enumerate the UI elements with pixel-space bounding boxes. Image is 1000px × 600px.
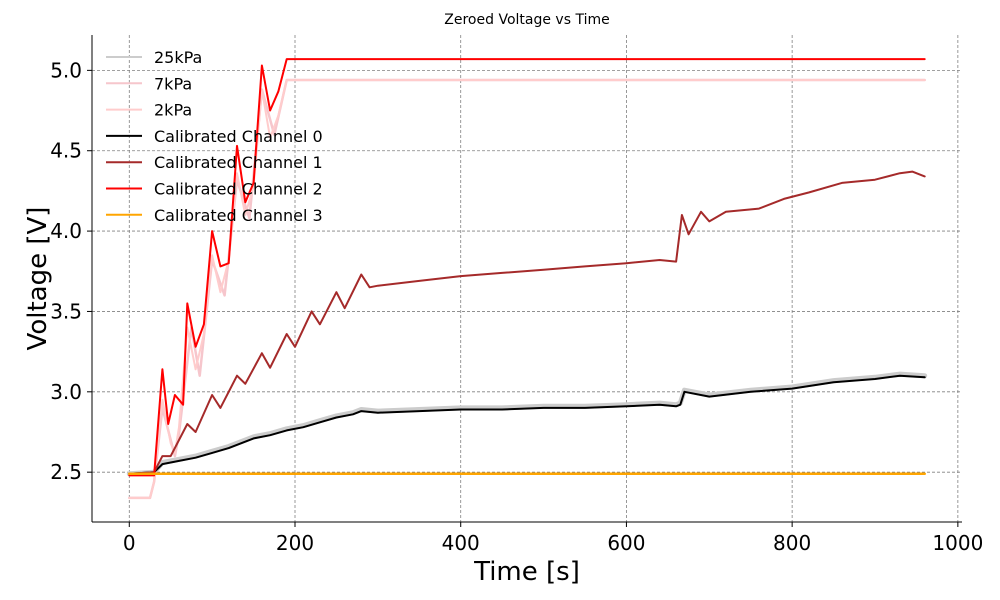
grid <box>92 35 962 522</box>
y-tick-label: 2.5 <box>50 460 82 484</box>
legend-label: Calibrated Channel 1 <box>154 153 323 172</box>
legend-label: 2kPa <box>154 101 192 120</box>
legend: 25kPa 7kPa 2kPa Calibrated Channel 0 Calibra… <box>106 48 323 225</box>
x-tick-label: 400 <box>442 531 480 555</box>
series-lines <box>126 58 928 500</box>
chart-title: Zeroed Voltage vs Time <box>444 12 609 28</box>
y-tick-label: 3.0 <box>50 380 82 404</box>
legend-label: Calibrated Channel 2 <box>154 180 323 199</box>
x-axis-ticks: 0 200 400 600 800 1000 <box>123 522 983 555</box>
y-axis-label: Voltage [V] <box>23 207 53 351</box>
series-line-4 <box>128 170 926 475</box>
axes <box>91 35 962 523</box>
y-tick-label: 5.0 <box>50 58 82 82</box>
legend-label: 7kPa <box>154 74 192 93</box>
x-tick-label: 200 <box>276 531 314 555</box>
series-line-5 <box>128 58 926 477</box>
legend-label: Calibrated Channel 0 <box>154 127 323 146</box>
series-line-0 <box>126 371 928 477</box>
y-tick-label: 4.0 <box>50 219 82 243</box>
x-tick-label: 600 <box>607 531 645 555</box>
x-tick-label: 1000 <box>932 531 983 555</box>
legend-label: 25kPa <box>154 48 202 67</box>
y-tick-label: 4.5 <box>50 139 82 163</box>
x-axis-label: Time [s] <box>473 557 580 587</box>
series-line-2 <box>128 79 926 499</box>
x-tick-label: 0 <box>123 531 136 555</box>
y-tick-label: 3.5 <box>50 299 82 323</box>
x-tick-label: 800 <box>773 531 811 555</box>
legend-label: Calibrated Channel 3 <box>154 206 323 225</box>
series-line-3 <box>128 374 926 475</box>
y-axis-ticks: 2.5 3.0 3.5 4.0 4.5 5.0 <box>50 58 92 484</box>
